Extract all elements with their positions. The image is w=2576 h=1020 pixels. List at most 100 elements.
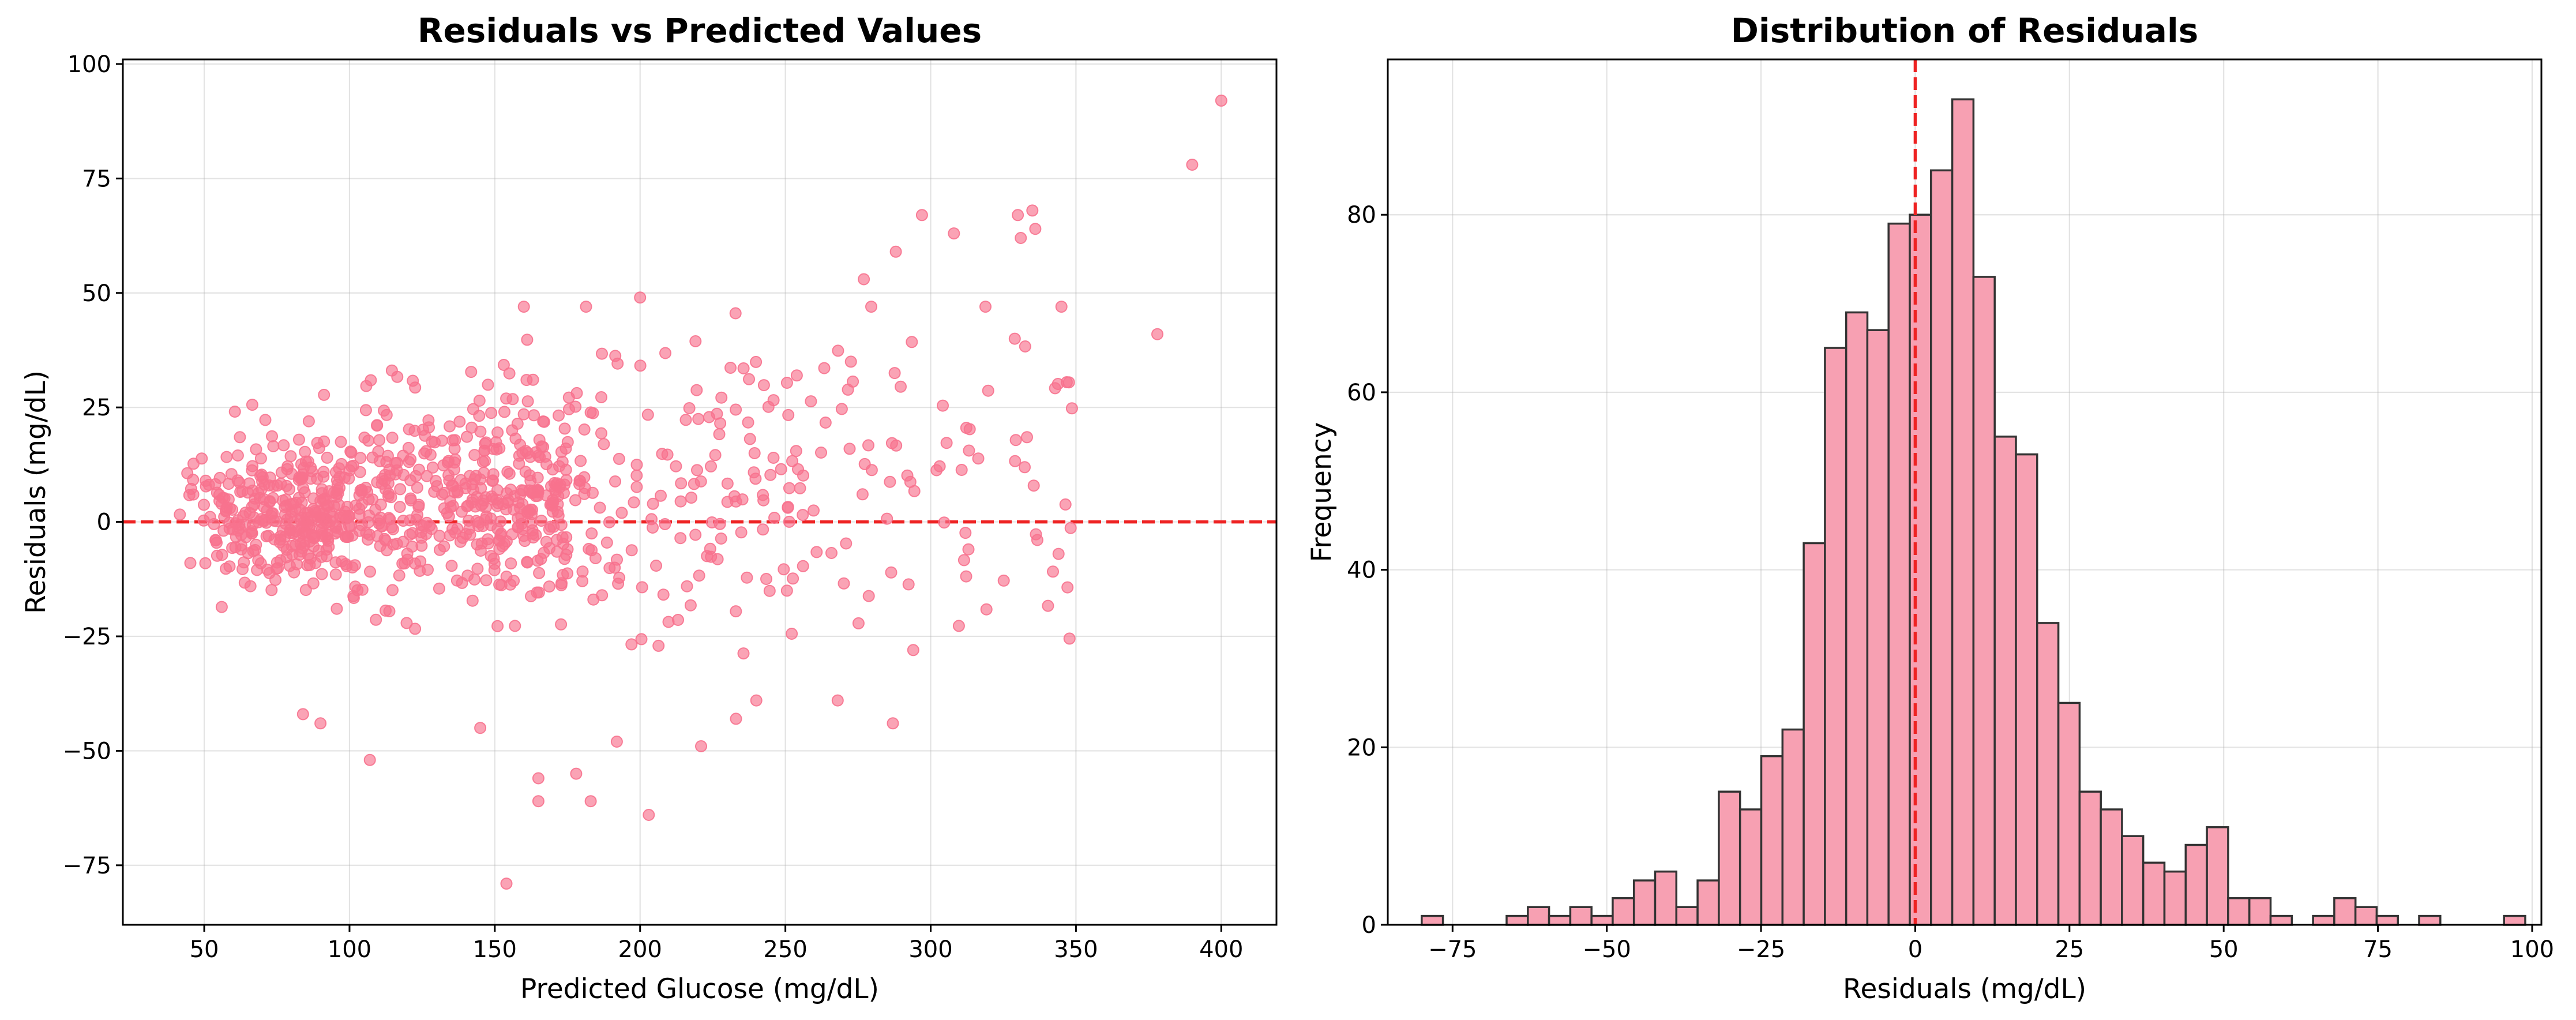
scatter-point (359, 482, 372, 494)
scatter-point (445, 560, 458, 572)
scatter-point (794, 482, 806, 494)
scatter-point (403, 423, 415, 436)
y-tick-label: 50 (82, 280, 111, 307)
scatter-point (467, 403, 479, 415)
scatter-point (378, 404, 390, 417)
scatter-point (555, 579, 568, 591)
scatter-point (652, 639, 665, 652)
scatter-point (556, 531, 569, 543)
scatter-point (695, 740, 707, 752)
scatter-point (363, 753, 376, 766)
histogram-bar (1909, 213, 1932, 926)
scatter-point (762, 400, 775, 413)
scatter-y-axis-label: Residuals (mg/dL) (20, 370, 52, 614)
scatter-point (888, 367, 901, 380)
scatter-point (610, 736, 623, 748)
scatter-point (952, 620, 965, 632)
scatter-point (737, 647, 750, 660)
scatter-point (442, 510, 455, 523)
scatter-point (825, 547, 838, 559)
scatter-point (730, 712, 742, 725)
scatter-point (630, 469, 643, 482)
scatter-point (1064, 522, 1077, 534)
scatter-point (448, 442, 461, 455)
scatter-point (249, 543, 261, 556)
histogram-bar (2142, 861, 2166, 926)
scatter-point (329, 568, 342, 581)
scatter-point (570, 767, 583, 780)
scatter-point (402, 441, 415, 454)
scatter-point (714, 417, 727, 430)
scatter-point (292, 433, 305, 446)
histogram-bar (1993, 436, 2017, 926)
x-tick-label: 200 (618, 936, 662, 963)
scatter-point (960, 570, 972, 583)
histogram-bar (1887, 222, 1911, 926)
scatter-point (274, 554, 287, 567)
scatter-point (906, 336, 918, 348)
scatter-point (1015, 232, 1027, 244)
scatter-point (533, 567, 546, 579)
scatter-point (613, 452, 625, 465)
scatter-point (269, 573, 281, 586)
histogram-bar (1972, 276, 1996, 926)
scatter-point (980, 603, 993, 616)
scatter-point (320, 550, 333, 562)
scatter-point (810, 546, 823, 558)
scatter-point (277, 439, 290, 452)
scatter-point (261, 563, 273, 576)
scatter-point (385, 521, 398, 534)
scatter-point (858, 457, 871, 470)
scatter-point (316, 483, 328, 496)
scatter-point (512, 512, 524, 524)
scatter-point (546, 463, 559, 476)
scatter-point (356, 498, 368, 510)
scatter-point (613, 571, 626, 584)
x-tick-label: 250 (763, 936, 807, 963)
scatter-point (482, 378, 494, 391)
scatter-point (506, 393, 519, 406)
scatter-point (181, 467, 194, 479)
scatter-point (805, 395, 817, 408)
scatter-point (767, 452, 780, 464)
scatter-point (302, 455, 314, 468)
scatter-point (657, 588, 670, 601)
scatter-point (485, 512, 497, 525)
scatter-point (691, 464, 703, 477)
y-tick-label: 0 (97, 509, 111, 536)
y-tick-label: 0 (1362, 912, 1376, 939)
scatter-point (438, 540, 450, 553)
scatter-point (220, 451, 233, 463)
histogram-x-axis-label: Residuals (mg/dL) (1843, 973, 2086, 1005)
histogram-bar (2375, 914, 2399, 926)
scatter-point (570, 387, 583, 399)
scatter-point (209, 534, 222, 547)
scatter-point (519, 466, 532, 478)
scatter-point (558, 422, 571, 435)
scatter-point (420, 445, 433, 457)
scatter-x-axis-label: Predicted Glucose (mg/dL) (520, 973, 879, 1005)
scatter-point (862, 439, 874, 452)
scatter-point (251, 564, 264, 576)
scatter-point (415, 531, 428, 544)
scatter-point (524, 474, 537, 487)
scatter-point (569, 494, 581, 507)
scatter-point (885, 437, 898, 449)
histogram-bar (2121, 835, 2145, 926)
scatter-point (246, 399, 258, 411)
scatter-point (684, 599, 697, 612)
scatter-point (474, 722, 487, 734)
scatter-point (422, 564, 434, 576)
scatter-point (842, 383, 854, 396)
scatter-point (215, 601, 228, 613)
scatter-point (196, 452, 208, 465)
scatter-point (366, 451, 379, 464)
scatter-point (595, 427, 607, 440)
scatter-point (226, 542, 239, 554)
scatter-point (782, 408, 795, 421)
scatter-point (393, 501, 406, 513)
scatter-point (997, 574, 1010, 587)
scatter-point (479, 455, 491, 467)
scatter-point (544, 498, 557, 511)
scatter-point (491, 426, 504, 439)
